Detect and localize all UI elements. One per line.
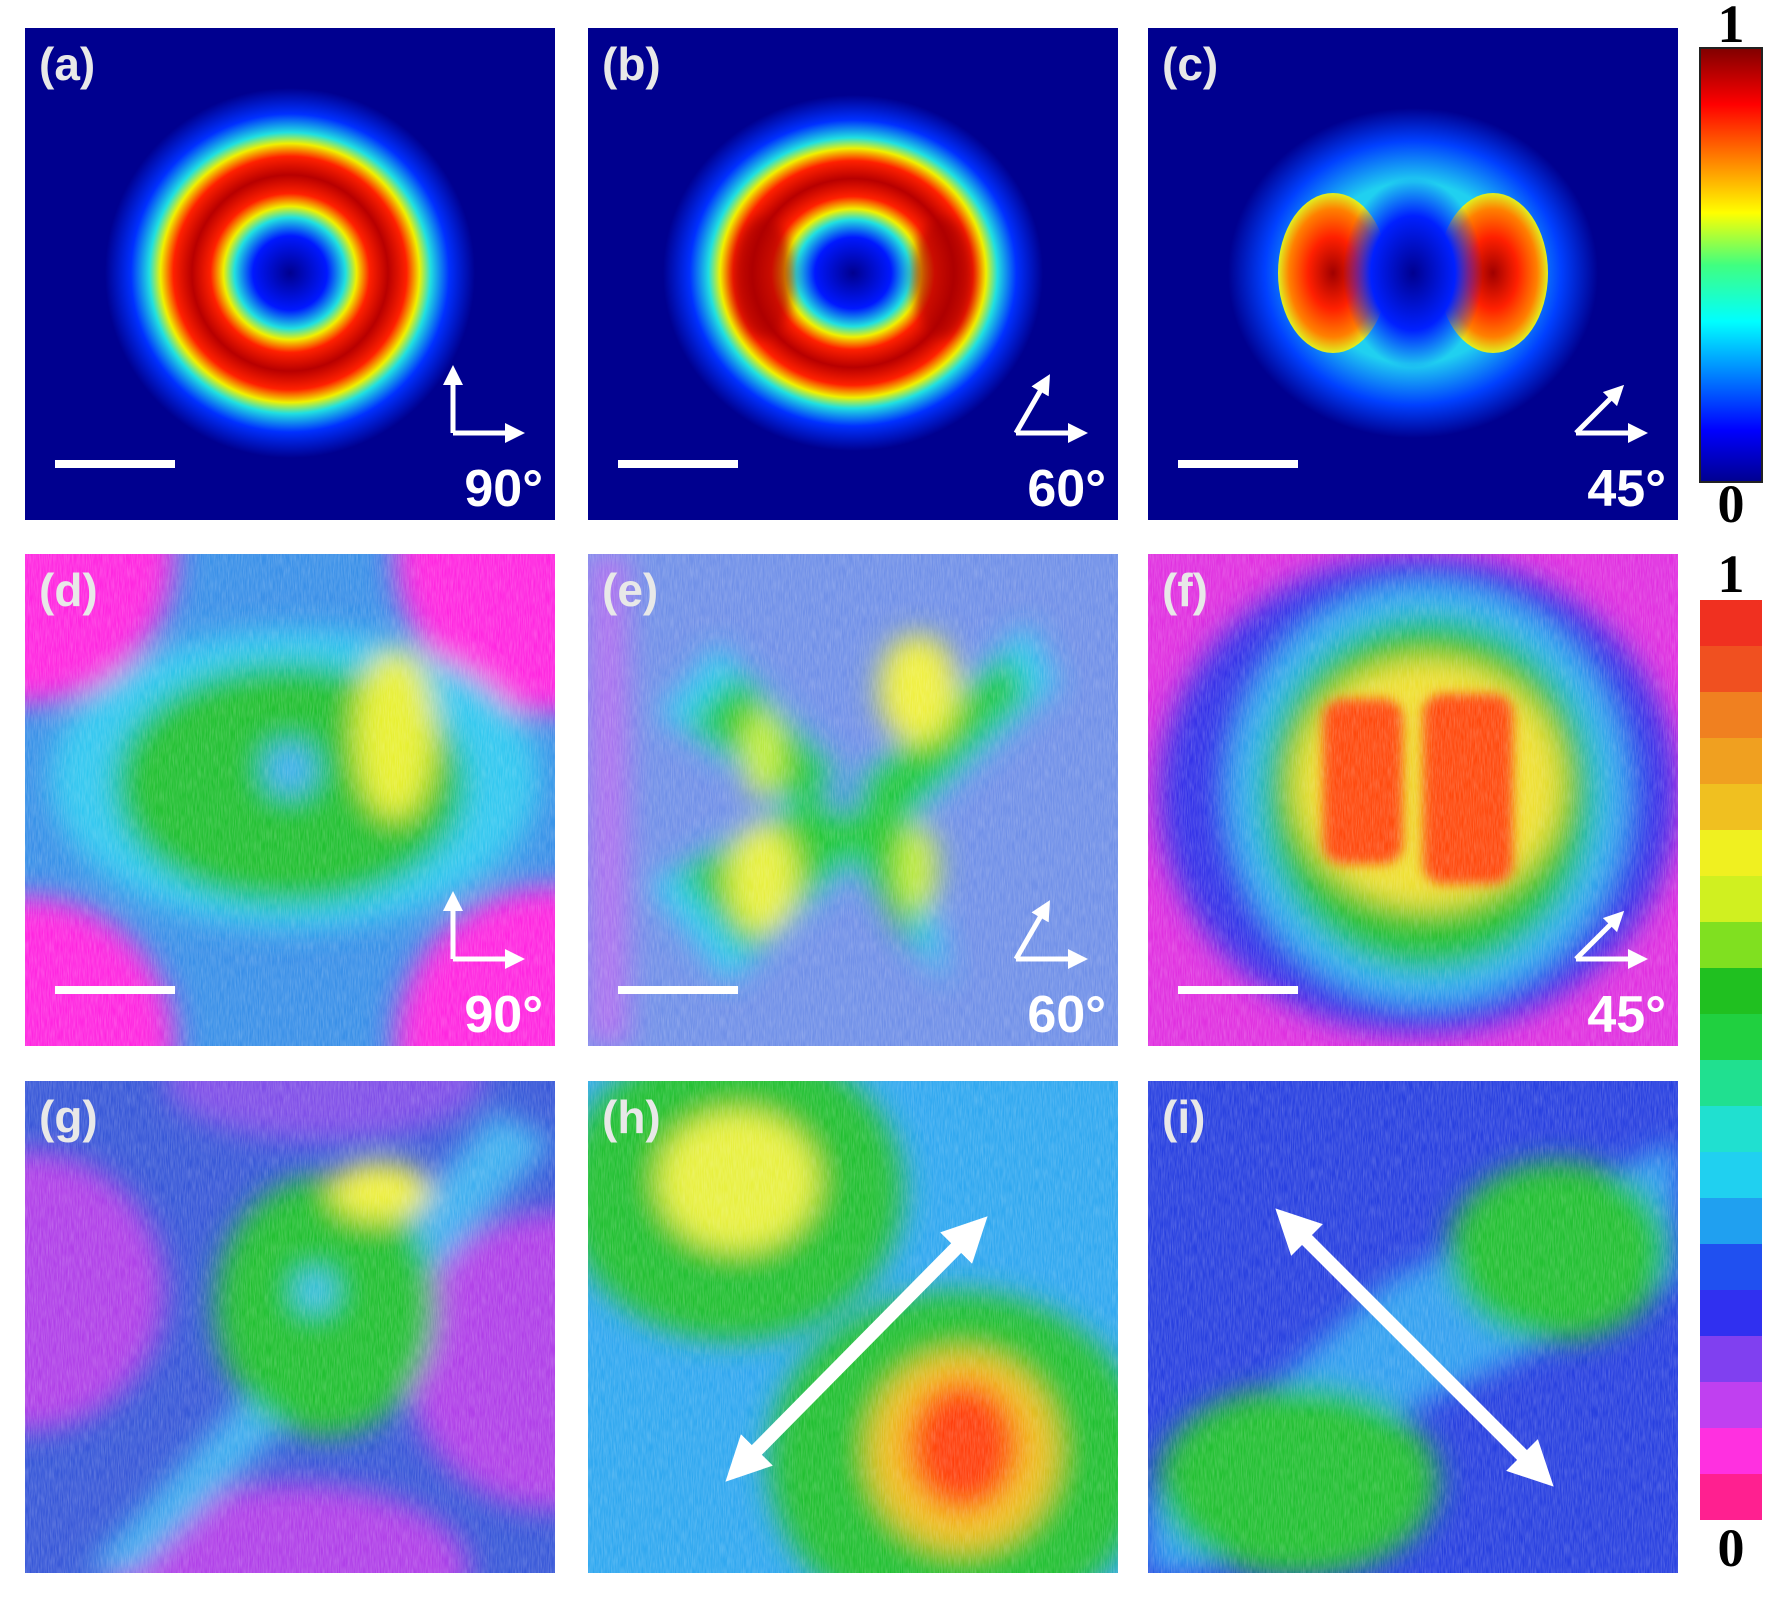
panel-label: (i) [1162, 1091, 1205, 1143]
polarization-angle: 60° [1027, 986, 1106, 1044]
polarizer-arrow [1574, 384, 1625, 435]
colorbar [1699, 47, 1763, 483]
polarizer-arrow [1013, 900, 1051, 961]
polarizer-arrow [1574, 910, 1625, 961]
panel-overlay: (c) 45° [1162, 38, 1666, 518]
panel-overlay: (h) [602, 1091, 661, 1143]
panel-overlay: (i) [1162, 1091, 1205, 1143]
panel-overlay: (e) 60° [602, 564, 1106, 1044]
colorbar-max: 1 [1718, 544, 1745, 604]
panel-overlay: (g) [39, 1091, 98, 1143]
polarization-angle: 45° [1587, 460, 1666, 518]
panel-label: (b) [602, 38, 661, 90]
colorbar-min: 0 [1718, 474, 1745, 534]
panel-overlay: (b) 60° [602, 38, 1106, 518]
polarization-angle: 90° [464, 460, 543, 518]
panel-g [25, 1081, 555, 1573]
panel-f [1148, 554, 1678, 1046]
panel-h [588, 1081, 1118, 1573]
polarization-angle: 90° [464, 986, 543, 1044]
panel-i [1148, 1081, 1678, 1573]
panel-label: (a) [39, 38, 95, 90]
panel-label: (e) [602, 564, 658, 616]
panel-c [1148, 28, 1678, 520]
polarization-angle: 45° [1587, 986, 1666, 1044]
polarization-angle: 60° [1027, 460, 1106, 518]
colorbar [1700, 600, 1762, 1520]
panel-label: (c) [1162, 38, 1218, 90]
panel-label: (g) [39, 1091, 98, 1143]
panel-label: (h) [602, 1091, 661, 1143]
panel-overlay: (f) 45° [1162, 564, 1666, 1044]
panel-label: (f) [1162, 564, 1208, 616]
colorbar-max: 1 [1718, 0, 1745, 54]
polarizer-arrow [1013, 374, 1051, 435]
panel-e [588, 554, 1118, 1046]
colorbar-min: 0 [1718, 1518, 1745, 1578]
panel-overlay: (a) 90° [39, 38, 543, 518]
panel-overlay: (d) 90° [39, 564, 543, 1044]
panel-b [588, 28, 1118, 520]
panel-label: (d) [39, 564, 98, 616]
panel-a [25, 28, 555, 520]
panel-d [25, 554, 555, 1046]
